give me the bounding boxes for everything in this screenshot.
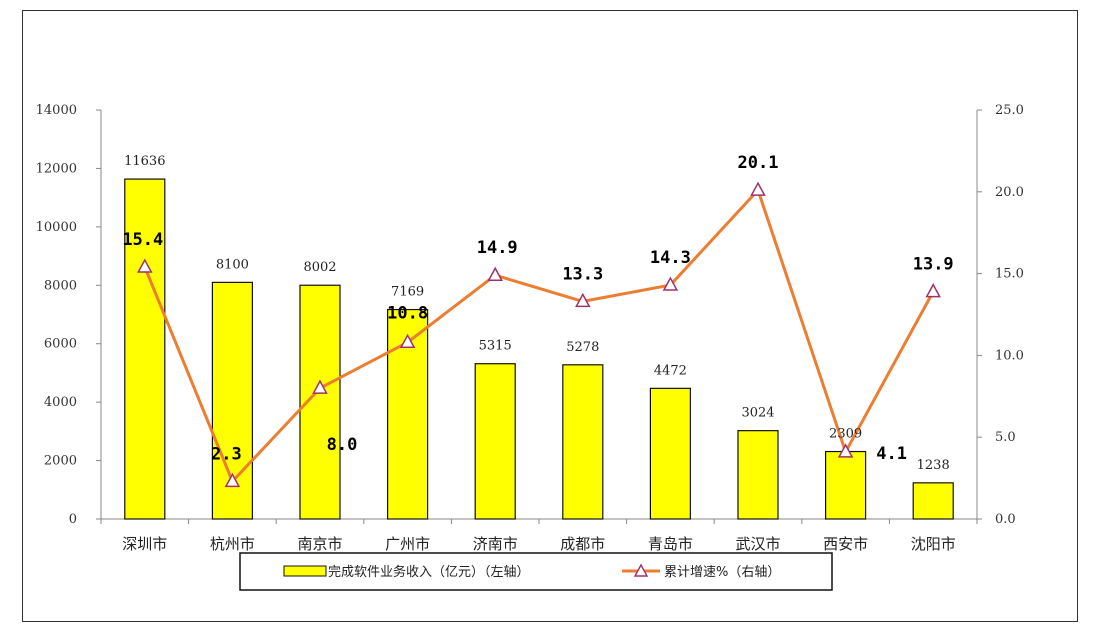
axes: 0 2000 4000 6000 8000 10000 12000 14000 0.0 5.0 10… [36,103,1024,553]
bar [299,284,341,520]
y-right-tick-label: 15.0 [995,267,1024,282]
y-right-tick-label: 10.0 [995,348,1024,363]
legend-label-bar: 完成软件业务收入（亿元）（左轴） [328,564,530,580]
line-marker [837,443,854,458]
y-right-tick-label: 5.0 [995,430,1016,445]
data-labels: 11636 8100 8002 7169 5315 5278 4472 3024 2309 123… [122,153,953,473]
bar-value-label: 4472 [654,363,687,378]
y-left-tick-label: 14000 [36,103,77,118]
line-marker [662,276,679,291]
line-marker [750,181,766,196]
line-value-label: 4.1 [876,444,907,464]
line-marker [487,266,503,281]
y-left-tick-label: 6000 [44,337,77,352]
line-value-label: 10.8 [387,303,428,323]
bar-value-label: 11636 [124,154,165,169]
bar-value-label: 3024 [741,406,774,421]
line-value-label: 2.3 [211,444,242,464]
y-left-tick-label: 4000 [44,395,77,410]
line-value-label: 13.9 [913,255,954,275]
bar [211,281,253,520]
growth-line [137,181,941,488]
bar-value-label: 5315 [479,339,512,354]
chart-frame [22,10,1078,622]
legend: 完成软件业务收入（亿元）（左轴） 累计增速%（右轴） [239,552,833,591]
bar-value-label: 1238 [917,458,950,473]
bar [649,387,692,520]
x-tick-label: 杭州市 [210,535,255,553]
line-value-label: 20.1 [738,153,779,173]
line-value-label: 15.4 [122,230,163,250]
line-value-label: 14.3 [650,248,691,268]
bar [562,364,604,520]
bar-value-label: 2309 [829,427,862,442]
line-value-label: 8.0 [327,435,358,455]
legend-label-line: 累计增速%（右轴） [664,565,780,580]
bar-value-label: 8002 [303,260,336,275]
bar [124,178,166,520]
legend-swatch-bar [283,565,327,577]
bar-value-label: 8100 [216,257,249,272]
growth-line-path [143,188,935,483]
line-value-label: 13.3 [562,264,603,284]
bars [124,178,954,520]
x-tick-label: 济南市 [473,535,518,553]
bar-value-label: 7169 [391,285,424,300]
x-tick-label: 南京市 [297,535,342,553]
y-left-tick-label: 0 [69,512,77,527]
line-marker [137,258,153,273]
bar [737,430,779,520]
y-right-tick-label: 25.0 [995,103,1024,118]
line-marker [925,283,941,298]
line-marker [575,292,591,308]
bar [912,482,954,520]
x-tick-label: 武汉市 [735,535,780,553]
x-tick-label: 西安市 [823,535,868,553]
y-left-tick-label: 10000 [36,220,77,235]
y-left-tick-label: 2000 [44,454,77,469]
x-tick-label: 广州市 [385,535,430,553]
x-tick-label: 青岛市 [648,535,693,553]
x-tick-label: 沈阳市 [911,535,956,553]
x-tick-label: 成都市 [560,535,605,553]
y-right-tick-label: 20.0 [995,185,1024,200]
y-right-tick-label: 0.0 [995,512,1016,527]
y-left-tick-label: 8000 [44,278,77,293]
line-value-label: 14.9 [477,238,518,258]
bar [474,363,516,520]
legend-box [239,552,833,591]
legend-marker-icon [633,563,649,577]
line-marker [312,379,328,394]
y-left-tick-label: 12000 [36,161,77,176]
bar-value-label: 5278 [566,340,599,355]
line-marker [399,333,416,349]
line-marker [224,472,241,488]
x-tick-label: 深圳市 [122,535,167,553]
bar [824,450,867,520]
